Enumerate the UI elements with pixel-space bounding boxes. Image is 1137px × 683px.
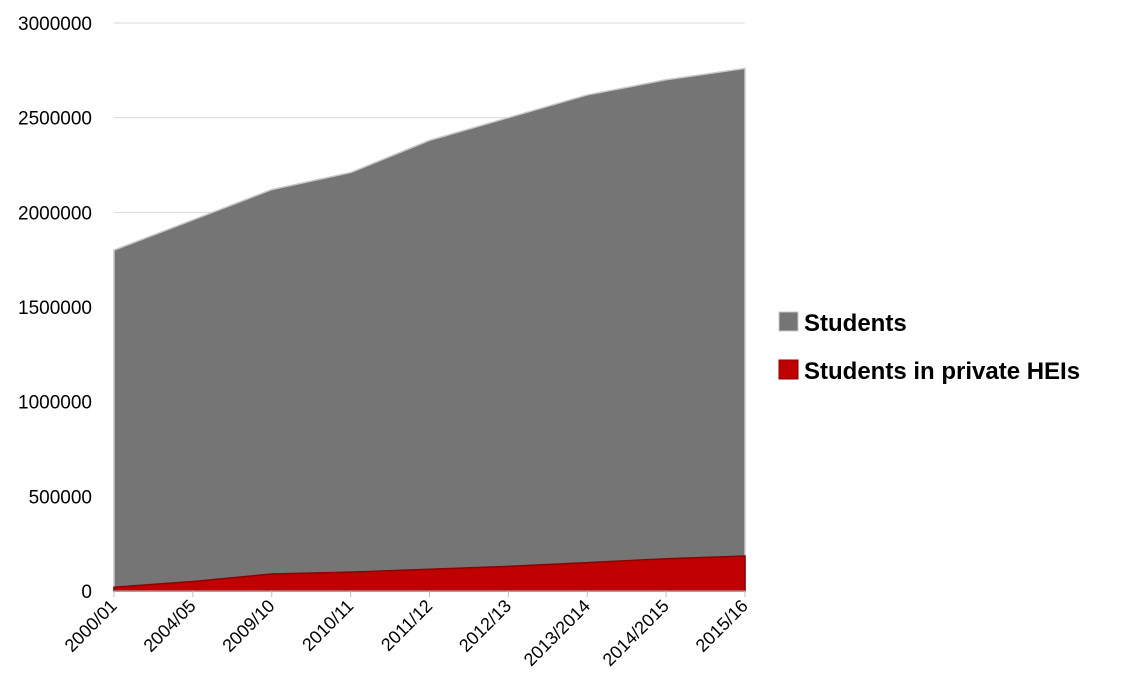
x-tick-label: 2011/12 xyxy=(377,596,436,655)
legend: Students Students in private HEIs xyxy=(778,310,1080,385)
y-axis: 0 500000 1000000 1500000 2000000 2500000 30000… xyxy=(18,14,92,603)
x-tick-label: 2009/10 xyxy=(218,596,278,656)
y-tick-label: 2500000 xyxy=(18,109,92,130)
y-tick-label: 3000000 xyxy=(18,14,92,35)
x-tick-label: 2012/13 xyxy=(455,596,515,656)
x-tick-label: 2014/2015 xyxy=(599,596,673,670)
x-tick-label: 2010/11 xyxy=(298,596,357,655)
chart-areas xyxy=(113,67,746,592)
x-tick-label: 2013/2014 xyxy=(520,596,594,670)
x-tick-label: 2004/05 xyxy=(140,596,200,656)
legend-swatch xyxy=(778,359,799,380)
y-tick-label: 1000000 xyxy=(18,393,92,414)
y-tick-label: 500000 xyxy=(29,487,92,508)
x-axis: 2000/01 2004/05 2009/10 2010/11 2011/12 2012/… xyxy=(61,590,752,670)
legend-swatch xyxy=(778,311,799,332)
y-tick-label: 0 xyxy=(81,582,92,603)
legend-label: Students in private HEIs xyxy=(804,358,1080,385)
y-tick-label: 1500000 xyxy=(18,298,92,319)
students-area xyxy=(113,67,746,592)
x-tick-label: 2015/16 xyxy=(692,596,752,656)
y-tick-label: 2000000 xyxy=(18,203,92,224)
legend-label: Students xyxy=(804,310,907,337)
x-tick-label: 2000/01 xyxy=(61,596,121,656)
private-heis-area xyxy=(113,555,746,592)
